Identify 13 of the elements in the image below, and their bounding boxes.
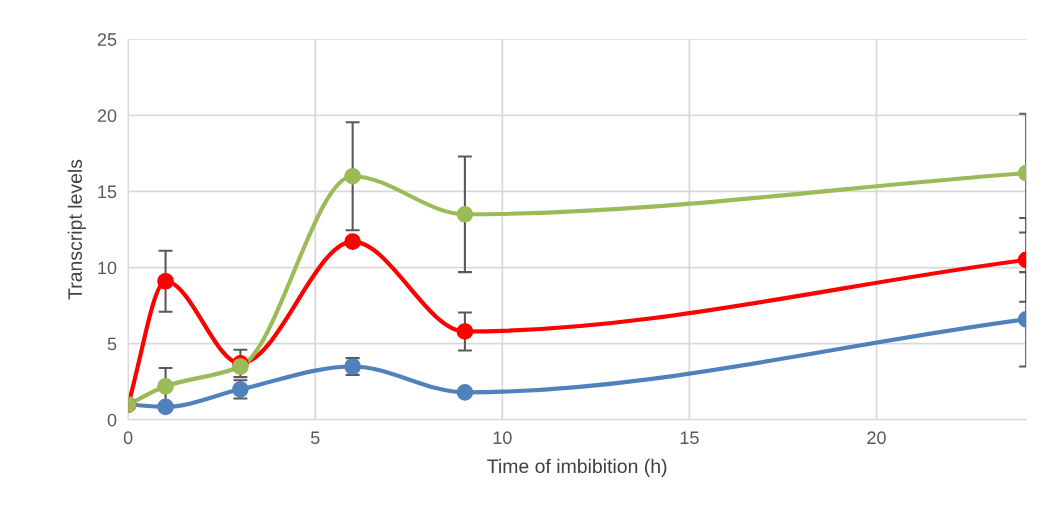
y-tick-label: 15 [98,185,117,199]
x-tick-label: 10 [493,431,512,445]
x-tick-label: 20 [867,431,886,445]
y-tick-label: 20 [97,109,117,123]
y-axis-title: Transcript levels [67,159,86,300]
x-tick-label: 0 [123,431,133,445]
y-tick-label: 5 [107,337,117,351]
x-tick-label: 5 [310,431,320,445]
y-tick-label: 25 [97,33,117,46]
y-tick-label: 0 [107,413,117,427]
x-tick-label: 15 [680,431,699,445]
x-axis-title: Time of imbibition (h) [487,458,667,477]
y-tick-label: 10 [98,261,117,275]
